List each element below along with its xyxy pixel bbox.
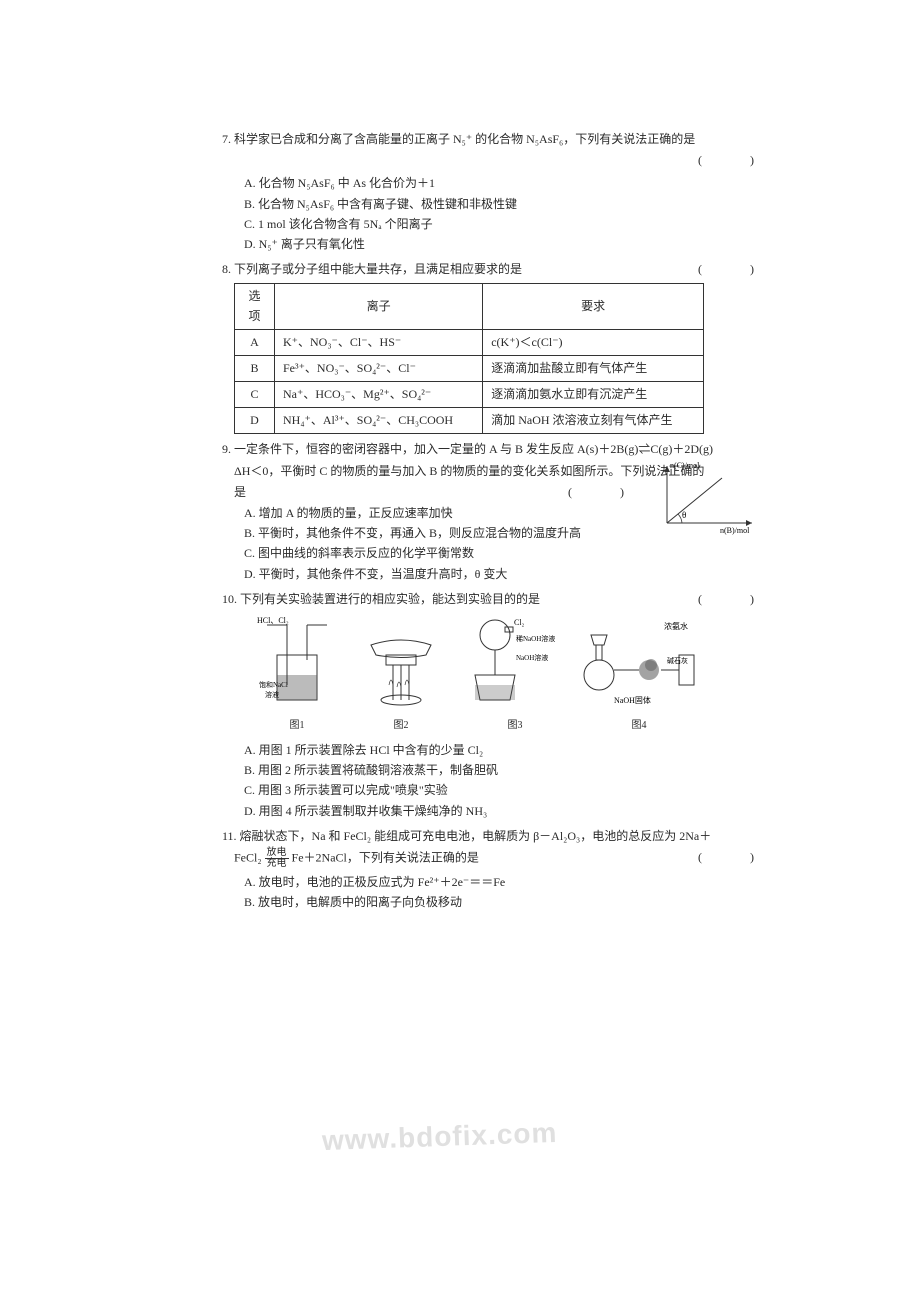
fig1-label: 图1 [252, 718, 342, 734]
fig4-label: 图4 [579, 718, 699, 734]
table-row: C Na⁺、HCO₃⁻、Mg²⁺、SO₄²⁻ 逐滴滴加氨水立即有沉淀产生 [235, 382, 704, 408]
cell: A [235, 329, 275, 355]
cell: B [235, 355, 275, 381]
watermark: www.bdofix.com [321, 1111, 558, 1164]
fig1-svg: HCl、Cl₂ 饱和NaCl 溶液 [257, 615, 337, 710]
fig3-naoh2: NaOH溶液 [516, 653, 548, 662]
fig1-liquid-2: 溶液 [265, 690, 279, 699]
question-10: 10. 下列有关实验装置进行的相应实验，能达到实验目的的是 ( ) www.bd… [222, 590, 752, 821]
cell: D [235, 408, 275, 434]
cell: K⁺、NO₃⁻、Cl⁻、HS⁻ [275, 329, 483, 355]
q11-option-b: B. 放电时，电解质中的阳离子向负极移动 [222, 893, 752, 912]
fig3-svg: Cl₂ 稀NaOH溶液 NaOH溶液 [460, 615, 570, 710]
th-option: 选项 [235, 284, 275, 329]
cell: NH₄⁺、Al³⁺、SO₄²⁻、CH₃COOH [275, 408, 483, 434]
diagram-2: 图2 [351, 615, 451, 734]
q11-paren: ( ) [698, 848, 762, 867]
fig1-liquid-1: 饱和NaCl [259, 680, 288, 689]
q8-paren: ( ) [698, 260, 762, 279]
angle-label: θ [682, 510, 686, 520]
ylabel: n(C)/mol [670, 461, 700, 470]
cell: 逐滴滴加盐酸立即有气体产生 [483, 355, 704, 381]
cell: 逐滴滴加氨水立即有沉淀产生 [483, 382, 704, 408]
fig4-solid: NaOH固体 [614, 695, 651, 705]
q10-option-c: C. 用图 3 所示装置可以完成"喷泉"实验 [222, 781, 752, 800]
q11-option-a: A. 放电时，电池的正极反应式为 Fe²⁺＋2e⁻＝＝Fe [222, 873, 752, 892]
q11-stem-1: 11. 熔融状态下，Na 和 FeCl₂ 能组成可充电电池，电解质为 β－Al₂… [222, 827, 752, 846]
cell: Fe³⁺、NO₃⁻、SO₄²⁻、Cl⁻ [275, 355, 483, 381]
xlabel: n(B)/mol [720, 526, 750, 535]
fig3-cl2: Cl₂ [514, 618, 525, 627]
table-header-row: 选项 离子 要求 [235, 284, 704, 329]
frac-bot: 充电 [265, 859, 289, 869]
fig4-lime: 碱石灰 [667, 656, 688, 665]
fig2-svg [351, 615, 451, 710]
q7-paren: ( ) [698, 151, 762, 170]
q10-diagram-row: www.bdofix.com HCl、Cl₂ 饱和NaCl 溶液 图1 [252, 615, 712, 735]
q7-option-a: A. 化合物 N₅AsF₆ 中 As 化合价为＋1 [222, 174, 752, 193]
question-9: 9. 一定条件下，恒容的密闭容器中，加入一定量的 A 与 B 发生反应 A(s)… [222, 440, 752, 583]
q9-stem-3: 是 [222, 483, 246, 502]
q11-stem2-pre: FeCl₂ [234, 850, 262, 864]
fig1-gas-label: HCl、Cl₂ [257, 616, 289, 625]
table-row: A K⁺、NO₃⁻、Cl⁻、HS⁻ c(K⁺)＜c(Cl⁻) [235, 329, 704, 355]
q7-option-d: D. N₅⁺ 离子只有氧化性 [222, 235, 752, 254]
q10-option-a: A. 用图 1 所示装置除去 HCl 中含有的少量 Cl₂ [222, 741, 752, 760]
question-11: 11. 熔融状态下，Na 和 FeCl₂ 能组成可充电电池，电解质为 β－Al₂… [222, 827, 752, 913]
diagram-1: HCl、Cl₂ 饱和NaCl 溶液 图1 [252, 615, 342, 734]
q9-graph-svg: θ n(C)/mol n(B)/mol [652, 458, 762, 538]
fig2-label: 图2 [351, 718, 451, 734]
fig3-label: 图3 [460, 718, 570, 734]
question-8: 8. 下列离子或分子组中能大量共存，且满足相应要求的是 ( ) 选项 离子 要求… [222, 260, 752, 434]
q7-option-c: C. 1 mol 该化合物含有 5Nₐ 个阳离子 [222, 215, 752, 234]
table-row: B Fe³⁺、NO₃⁻、SO₄²⁻、Cl⁻ 逐滴滴加盐酸立即有气体产生 [235, 355, 704, 381]
q10-stem: 10. 下列有关实验装置进行的相应实验，能达到实验目的的是 [222, 592, 540, 606]
q11-stem2-post: Fe＋2NaCl，下列有关说法正确的是 [292, 850, 479, 864]
q9-graph: θ n(C)/mol n(B)/mol [652, 458, 762, 538]
cell: Na⁺、HCO₃⁻、Mg²⁺、SO₄²⁻ [275, 382, 483, 408]
q10-option-b: B. 用图 2 所示装置将硫酸铜溶液蒸干，制备胆矾 [222, 761, 752, 780]
q9-option-c: C. 图中曲线的斜率表示反应的化学平衡常数 [222, 544, 752, 563]
cell: 滴加 NaOH 浓溶液立刻有气体产生 [483, 408, 704, 434]
q9-stem-1: 9. 一定条件下，恒容的密闭容器中，加入一定量的 A 与 B 发生反应 A(s)… [222, 440, 752, 459]
q11-stem-2: FeCl₂ 放电 充电 Fe＋2NaCl，下列有关说法正确的是 ( ) [222, 848, 752, 869]
reaction-arrow: 放电 充电 [265, 848, 289, 869]
cell: C [235, 382, 275, 408]
th-ion: 离子 [275, 284, 483, 329]
diagram-3: Cl₂ 稀NaOH溶液 NaOH溶液 图3 [460, 615, 570, 734]
q9-option-d: D. 平衡时，其他条件不变，当温度升高时，θ 变大 [222, 565, 752, 584]
q10-option-d: D. 用图 4 所示装置制取并收集干燥纯净的 NH₃ [222, 802, 752, 821]
table-row: D NH₄⁺、Al³⁺、SO₄²⁻、CH₃COOH 滴加 NaOH 浓溶液立刻有… [235, 408, 704, 434]
exam-page: 7. 科学家已合成和分离了含高能量的正离子 N₅⁺ 的化合物 N₅AsF₆，下列… [222, 130, 752, 918]
fig3-naoh1: 稀NaOH溶液 [516, 634, 555, 643]
cell: c(K⁺)＜c(Cl⁻) [483, 329, 704, 355]
q9-paren: ( ) [568, 483, 632, 502]
q10-paren: ( ) [698, 590, 762, 609]
question-7: 7. 科学家已合成和分离了含高能量的正离子 N₅⁺ 的化合物 N₅AsF₆，下列… [222, 130, 752, 254]
fig4-svg: 浓氨水 碱石灰 NaOH固体 [579, 615, 699, 710]
q8-stem: 8. 下列离子或分子组中能大量共存，且满足相应要求的是 [222, 262, 522, 276]
q8-table: 选项 离子 要求 A K⁺、NO₃⁻、Cl⁻、HS⁻ c(K⁺)＜c(Cl⁻) … [234, 283, 704, 434]
diagram-4: 浓氨水 碱石灰 NaOH固体 图4 [579, 615, 699, 734]
th-req: 要求 [483, 284, 704, 329]
q7-stem: 7. 科学家已合成和分离了含高能量的正离子 N₅⁺ 的化合物 N₅AsF₆，下列… [222, 130, 752, 149]
fig4-nh3: 浓氨水 [664, 621, 688, 631]
q7-option-b: B. 化合物 N₅AsF₆ 中含有离子键、极性键和非极性键 [222, 195, 752, 214]
